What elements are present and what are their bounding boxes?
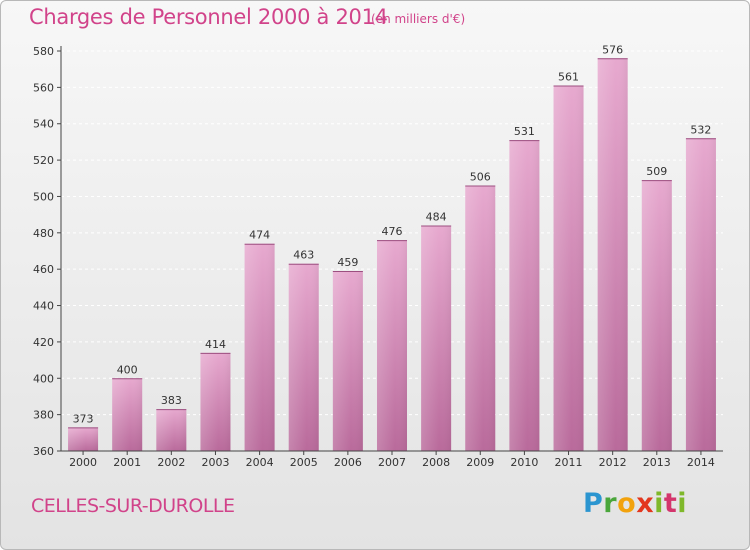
bar-shine-2007 xyxy=(376,240,408,451)
bar-shine-2010 xyxy=(509,140,540,451)
y-tick-label: 480 xyxy=(33,227,54,240)
data-label: 531 xyxy=(514,125,535,138)
data-label: 463 xyxy=(293,249,314,262)
bar-shine-2001 xyxy=(112,378,143,451)
data-label: 414 xyxy=(205,338,226,351)
x-tick-label: 2001 xyxy=(113,456,141,469)
bar-shine-2009 xyxy=(465,185,496,451)
y-tick-label: 380 xyxy=(33,409,54,422)
data-label: 532 xyxy=(690,123,711,136)
bar-shine-2006 xyxy=(332,271,363,451)
proxiti-logo: Proxiti xyxy=(583,488,687,519)
data-label: 474 xyxy=(249,229,270,242)
chart-subtitle: (en milliers d'€) xyxy=(371,12,466,26)
data-label: 484 xyxy=(426,211,447,224)
bar-shine-2000 xyxy=(68,427,99,451)
x-tick-label: 2010 xyxy=(510,456,538,469)
data-label: 476 xyxy=(382,225,403,238)
logo-letter: o xyxy=(617,488,637,519)
logo-letter: x xyxy=(636,488,655,519)
data-label: 383 xyxy=(161,394,182,407)
data-label: 576 xyxy=(602,43,623,56)
data-label: 373 xyxy=(73,412,94,425)
x-tick-label: 2012 xyxy=(599,456,627,469)
logo-letter: t xyxy=(663,488,678,519)
x-tick-label: 2005 xyxy=(290,456,318,469)
data-label: 561 xyxy=(558,71,579,84)
bar-shine-2002 xyxy=(156,409,187,451)
bar-shine-2014 xyxy=(685,138,716,452)
bars xyxy=(68,58,716,452)
y-tick-label: 540 xyxy=(33,118,54,131)
x-tick-label: 2011 xyxy=(555,456,583,469)
x-tick-label: 2013 xyxy=(643,456,671,469)
y-tick-label: 360 xyxy=(33,445,54,458)
x-tick-label: 2007 xyxy=(378,456,406,469)
y-tick-label: 560 xyxy=(33,81,54,94)
data-labels: 373 400 383 414 474 463 459 476 484 506 531 561 576 5… xyxy=(73,43,712,425)
y-tick-label: 400 xyxy=(33,372,54,385)
data-label: 506 xyxy=(470,171,491,184)
data-label: 509 xyxy=(646,165,667,178)
y-tick-label: 520 xyxy=(33,154,54,167)
x-tick-label: 2000 xyxy=(69,456,97,469)
data-label: 459 xyxy=(337,256,358,269)
bar-shine-2013 xyxy=(641,180,672,451)
data-label: 400 xyxy=(117,363,138,376)
y-tick-label: 580 xyxy=(33,45,54,58)
commune-name: CELLES-SUR-DUROLLE xyxy=(31,495,235,517)
x-tick-label: 2014 xyxy=(687,456,715,469)
logo-letter: P xyxy=(583,488,604,519)
y-tick-label: 420 xyxy=(33,336,54,349)
axes: 360 380 400 420 440 460 480 500 520 540 560 580 2000… xyxy=(33,45,723,469)
logo-letter: i xyxy=(654,488,664,519)
y-tick-label: 440 xyxy=(33,300,54,313)
logo-letter: r xyxy=(603,488,618,519)
bar-shine-2011 xyxy=(553,85,584,451)
x-tick-label: 2004 xyxy=(246,456,274,469)
x-tick-label: 2003 xyxy=(201,456,229,469)
bar-shine-2008 xyxy=(421,225,452,451)
y-tick-label: 460 xyxy=(33,263,54,276)
x-tick-label: 2006 xyxy=(334,456,362,469)
logo-letter: i xyxy=(677,488,688,519)
x-tick-label: 2009 xyxy=(466,456,494,469)
y-tick-label: 500 xyxy=(33,190,54,203)
bar-shine-2005 xyxy=(288,263,319,451)
chart-title: Charges de Personnel 2000 à 2014 xyxy=(29,5,388,29)
bar-shine-2012 xyxy=(597,58,628,451)
bar-shine-2004 xyxy=(244,243,275,451)
x-tick-label: 2008 xyxy=(422,456,450,469)
bar-shine-2003 xyxy=(200,352,231,451)
x-tick-label: 2002 xyxy=(157,456,185,469)
